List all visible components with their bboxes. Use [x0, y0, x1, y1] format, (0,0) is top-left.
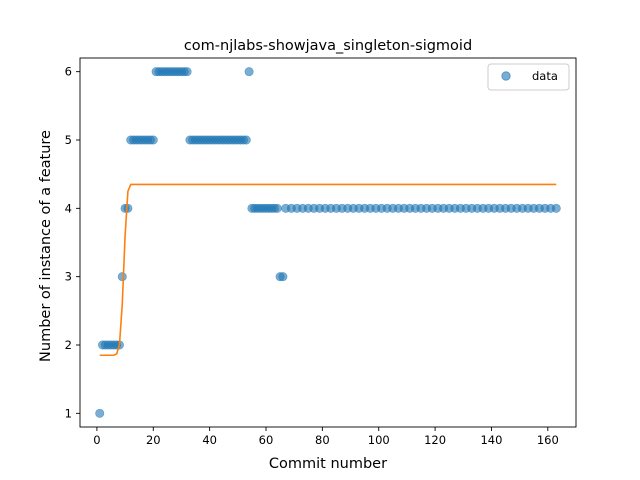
legend-box: [487, 63, 570, 91]
data-point: [272, 203, 282, 213]
data-point: [117, 272, 127, 282]
legend: data: [487, 63, 570, 91]
x-tick-label: 40: [202, 433, 217, 447]
y-axis-label: Number of instance of a feature: [38, 130, 54, 362]
data-point: [95, 408, 105, 418]
y-tick-label: 3: [65, 270, 72, 284]
y-tick-label: 6: [65, 65, 72, 79]
data-point: [148, 135, 158, 145]
series-line-fit: [99, 183, 557, 357]
y-tick-label: 1: [65, 406, 72, 420]
x-tick-label: 160: [537, 433, 559, 447]
y-tick-label: 5: [65, 133, 72, 147]
x-tick-label: 0: [93, 433, 100, 447]
x-tick-label: 80: [315, 433, 330, 447]
y-tick-label: 2: [65, 338, 72, 352]
y-tick-label: 4: [65, 201, 72, 215]
x-tick-label: 120: [424, 433, 446, 447]
x-tick-label: 100: [368, 433, 390, 447]
chart-title: com-njlabs-showjava_singleton-sigmoid: [184, 38, 472, 54]
axes-frame: [79, 57, 577, 428]
data-point: [241, 135, 251, 145]
data-point: [278, 272, 288, 282]
data-point: [123, 203, 133, 213]
data-point: [182, 67, 192, 77]
legend-marker-data: [501, 71, 511, 81]
x-axis-label: Commit number: [269, 456, 387, 472]
legend-label-data: data: [532, 69, 558, 83]
data-point: [244, 67, 254, 77]
data-point: [551, 203, 561, 213]
plot-area: 0 20 40 60 80 100 120 140 160 1 2 3 4 5 6: [65, 57, 577, 447]
x-tick-label: 60: [259, 433, 274, 447]
x-tick-label: 20: [146, 433, 161, 447]
x-tick-label: 140: [480, 433, 502, 447]
